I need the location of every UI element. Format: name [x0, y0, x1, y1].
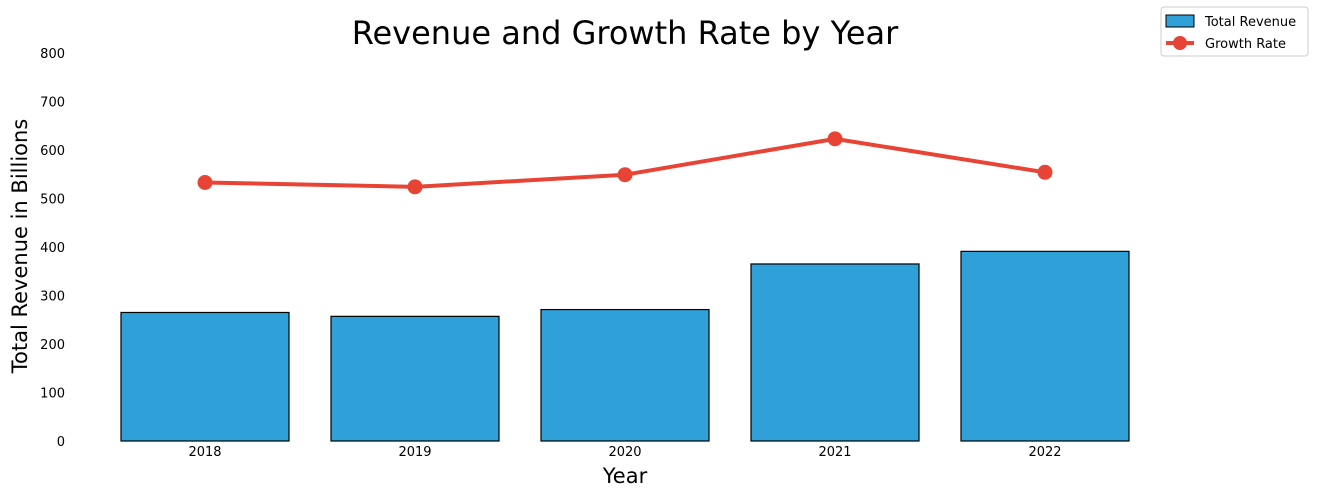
y-tick-label: 500	[40, 193, 65, 208]
y-tick-label: 300	[40, 290, 65, 305]
x-tick-label: 2022	[1028, 445, 1061, 460]
y-axis-ticks: 0 100 200 300 400 500 600 700 800	[40, 47, 65, 450]
y-tick-label: 100	[40, 387, 65, 402]
legend-label-growth-rate: Growth Rate	[1205, 37, 1286, 52]
x-tick-label: 2019	[398, 445, 431, 460]
y-axis-label: Total Revenue in Billions	[8, 119, 32, 375]
y-tick-label: 200	[40, 338, 65, 353]
y-tick-label: 400	[40, 241, 65, 256]
x-axis-label: Year	[602, 464, 648, 488]
chart-title: Revenue and Growth Rate by Year	[352, 14, 899, 52]
line-series	[197, 131, 1053, 195]
legend-label-total-revenue: Total Revenue	[1204, 15, 1296, 30]
y-tick-label: 600	[40, 144, 65, 159]
legend-swatch-total-revenue	[1165, 14, 1195, 28]
y-tick-label: 0	[57, 435, 65, 450]
line-point	[1037, 164, 1053, 180]
bar	[750, 263, 920, 442]
x-tick-label: 2020	[608, 445, 641, 460]
y-tick-label: 800	[40, 47, 65, 62]
bar	[540, 308, 710, 442]
legend-swatch-growth-rate-marker	[1173, 36, 1187, 50]
line-point	[827, 131, 843, 147]
bar	[960, 250, 1130, 442]
line-point	[617, 167, 633, 183]
x-tick-label: 2021	[818, 445, 851, 460]
legend: Total Revenue Growth Rate	[1160, 6, 1309, 57]
bar	[120, 311, 290, 442]
line-point	[197, 174, 213, 190]
y-tick-label: 700	[40, 96, 65, 111]
legend-frame	[1160, 6, 1309, 57]
x-tick-label: 2018	[188, 445, 221, 460]
line-point	[407, 179, 423, 195]
bar-series	[120, 250, 1130, 442]
x-axis-ticks: 2018 2019 2020 2021 2022	[188, 445, 1061, 460]
bar	[330, 315, 500, 442]
